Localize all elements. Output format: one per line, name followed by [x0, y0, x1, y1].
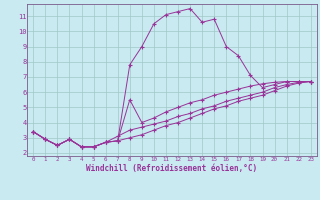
X-axis label: Windchill (Refroidissement éolien,°C): Windchill (Refroidissement éolien,°C)	[86, 164, 258, 173]
